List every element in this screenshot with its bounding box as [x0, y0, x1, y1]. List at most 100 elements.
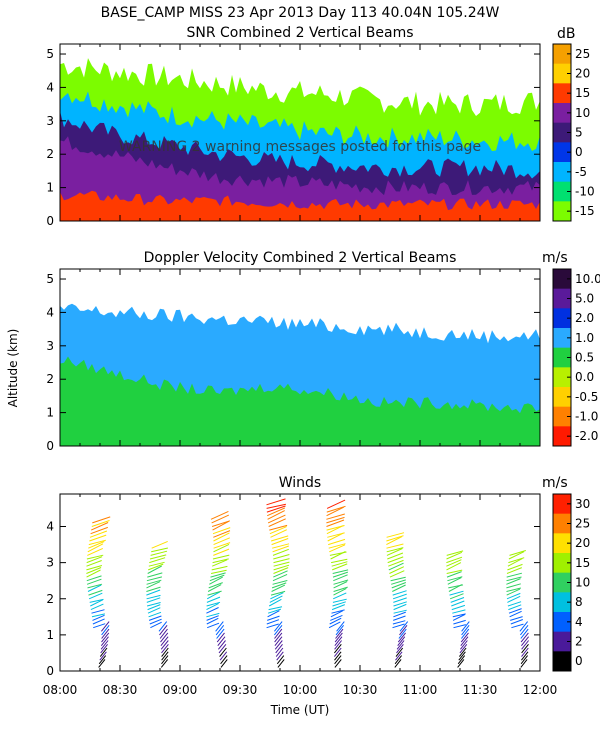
- wind-barb: [331, 604, 345, 611]
- wind-barb: [399, 621, 409, 632]
- colorbar-swatch: [553, 651, 571, 672]
- wind-barb: [271, 584, 286, 592]
- winds-title: Winds: [279, 475, 321, 491]
- wind-barb: [212, 527, 231, 535]
- wind-barb: [336, 621, 345, 632]
- wind-barb: [149, 618, 162, 625]
- wind-barb: [508, 604, 522, 611]
- x-tick-label: 08:30: [103, 683, 138, 697]
- wind-barb: [207, 590, 222, 596]
- wind-barb: [213, 537, 230, 546]
- wind-barb: [393, 601, 407, 607]
- wind-barb: [272, 543, 290, 549]
- wind-barb: [398, 628, 407, 639]
- wind-barb: [460, 636, 469, 647]
- wind-barb: [521, 643, 529, 654]
- colorbar-swatch: [553, 553, 571, 574]
- wind-barb: [146, 579, 162, 585]
- wind-barb: [216, 628, 225, 639]
- wind-barb: [453, 624, 466, 629]
- colorbar-tick-label: 4: [575, 615, 583, 629]
- colorbar-swatch: [553, 269, 571, 290]
- y-tick-label: 1: [46, 406, 54, 420]
- wind-barb: [276, 651, 284, 661]
- y-tick-label: 5: [46, 47, 54, 61]
- wind-barb: [387, 552, 404, 560]
- wind-barb: [389, 570, 405, 578]
- y-tick-label: 0: [46, 439, 54, 453]
- wind-barb: [508, 551, 525, 560]
- colorbar-tick-label: -15: [575, 204, 595, 218]
- wind-barb: [330, 614, 343, 621]
- colorbar-tick-label: 8: [575, 595, 583, 609]
- x-tick-label: 08:00: [43, 683, 78, 697]
- wind-barb: [386, 548, 403, 556]
- wind-barb: [269, 526, 287, 535]
- wind-barb: [216, 632, 225, 643]
- winds-panel: 0 1 2 3 4 08:00 08:30 09:00 09:30 10:00 10:30 11:0…: [43, 475, 591, 697]
- wind-barb: [453, 619, 466, 625]
- wind-barb: [92, 618, 105, 625]
- wind-barb: [160, 640, 169, 650]
- wind-barb: [219, 651, 228, 661]
- wind-barb: [393, 611, 406, 618]
- x-tick-label: 09:30: [223, 683, 258, 697]
- wind-barb: [206, 601, 221, 607]
- wind-barb: [392, 584, 406, 592]
- wind-barb: [326, 499, 346, 509]
- wind-barb: [446, 571, 462, 578]
- y-axis-label: Altitude (km): [6, 329, 20, 408]
- colorbar-swatch: [553, 572, 571, 593]
- snr-colorbar-unit: dB: [557, 26, 576, 42]
- colorbar-tick-label: 15: [575, 556, 590, 570]
- wind-barb: [520, 624, 529, 636]
- wind-barb: [266, 623, 279, 629]
- colorbar-swatch: [553, 142, 571, 163]
- wind-barb: [506, 588, 521, 596]
- wind-barb: [151, 547, 169, 553]
- wind-barb: [507, 595, 521, 603]
- wind-barb: [457, 659, 465, 668]
- wind-barb: [461, 628, 470, 639]
- wind-barb: [91, 520, 110, 527]
- y-tick-label: 4: [46, 520, 54, 534]
- wind-barb: [273, 558, 290, 564]
- wind-barb: [386, 532, 405, 538]
- wind-barb: [87, 547, 104, 556]
- colorbar-tick-label: 15: [575, 86, 590, 100]
- snr-colorbar: 25 20 15 10 5 0 -5 -10 -15: [552, 43, 595, 222]
- wind-barb: [326, 506, 345, 517]
- wind-barb: [386, 547, 404, 553]
- wind-barb: [388, 559, 404, 567]
- wind-barb: [270, 529, 288, 538]
- colorbar-tick-label: 2: [575, 635, 583, 649]
- wind-barb: [393, 609, 407, 614]
- figure-header: BASE_CAMP MISS 23 Apr 2013 Day 113 40.04…: [101, 5, 500, 21]
- wind-barb: [333, 581, 348, 589]
- wind-barb: [334, 643, 342, 654]
- wind-barb: [268, 598, 282, 607]
- wind-barb: [394, 659, 402, 668]
- wind-barb: [161, 655, 169, 665]
- wind-barb: [267, 514, 286, 524]
- y-tick-label: 1: [46, 628, 54, 642]
- wind-barb: [521, 647, 529, 657]
- wind-barb: [392, 593, 407, 600]
- wind-barb: [206, 602, 219, 611]
- wind-barb: [207, 584, 222, 592]
- wind-barb: [206, 612, 220, 618]
- wind-barb: [393, 615, 406, 621]
- wind-barb: [273, 564, 290, 571]
- wind-barb: [91, 609, 105, 614]
- y-tick-label: 2: [46, 592, 54, 606]
- wind-barb: [159, 624, 168, 636]
- wind-barb: [326, 525, 345, 531]
- wind-barb: [386, 543, 404, 549]
- wind-barb: [509, 550, 526, 556]
- colorbar-tick-label: 5.0: [575, 292, 594, 306]
- wind-barb: [333, 586, 348, 592]
- y-tick-label: 5: [46, 272, 54, 286]
- y-tick-label: 0: [46, 664, 54, 678]
- wind-barb: [213, 543, 230, 553]
